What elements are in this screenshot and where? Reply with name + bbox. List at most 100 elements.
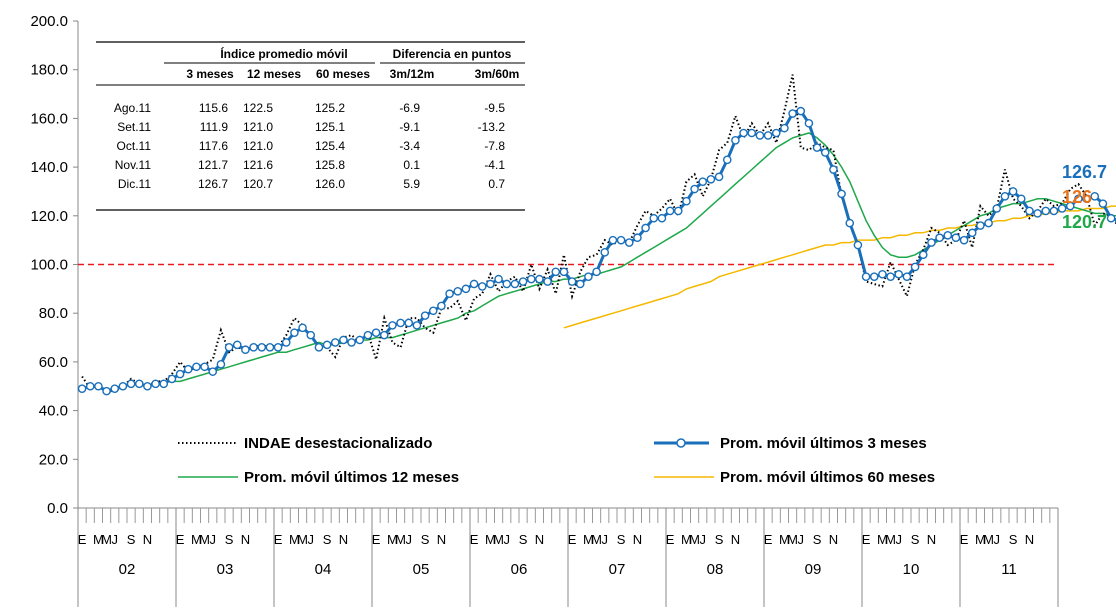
ma3-point — [94, 381, 103, 391]
ma3-point — [175, 369, 185, 379]
table-col-header: 3 meses — [186, 67, 234, 81]
ma3-point — [535, 274, 544, 284]
legend-label: Prom. móvil últimos 60 meses — [720, 469, 935, 486]
ma3-point — [232, 340, 242, 350]
ma3-point — [494, 274, 503, 284]
ma3-point — [281, 338, 291, 347]
table-cell: 125.2 — [315, 101, 345, 115]
table-cell: 5.9 — [403, 177, 420, 191]
x-month-label: M — [493, 532, 504, 547]
x-month-label: J — [994, 532, 1001, 547]
table-cell: 126.7 — [198, 177, 228, 191]
x-month-label: E — [274, 532, 283, 547]
x-month-label: J — [308, 532, 315, 547]
y-tick-label: 40.0 — [39, 403, 68, 420]
ma3-point — [584, 272, 593, 281]
ma3-point — [812, 143, 822, 152]
legend-label: Prom. móvil últimos 3 meses — [720, 435, 927, 452]
ma3-point — [265, 342, 275, 352]
ma3-point — [894, 269, 904, 279]
ma3-point — [477, 282, 487, 291]
table-cell: 111.9 — [200, 120, 229, 134]
ma3-point — [396, 318, 405, 328]
ma3-point — [943, 230, 953, 240]
ma3-point — [853, 240, 863, 250]
x-month-label: S — [715, 532, 724, 547]
ma3-point — [1033, 209, 1042, 218]
ma3-point — [739, 128, 748, 138]
ma3-point — [731, 136, 740, 145]
ma3-point — [747, 128, 757, 138]
ma3-point — [486, 279, 495, 289]
table-cell: 117.6 — [199, 139, 228, 153]
x-month-label: E — [372, 532, 381, 547]
table-col-header: 60 meses — [316, 67, 370, 81]
ma3-point — [77, 384, 87, 393]
ma3-point — [1098, 199, 1108, 208]
table-cell: 122.5 — [243, 101, 273, 115]
ma3-point — [208, 367, 218, 376]
series-line-ma60 — [563, 205, 1116, 329]
ma3-point — [780, 123, 789, 133]
ma3-point — [469, 279, 479, 289]
table-cell: 125.1 — [315, 120, 345, 134]
ma3-point — [371, 328, 381, 337]
ma3-point — [763, 131, 773, 140]
ma3-point — [102, 386, 111, 396]
x-month-label: M — [983, 532, 994, 547]
ma3-point — [600, 248, 610, 257]
x-month-label: E — [176, 532, 185, 547]
x-month-label: E — [470, 532, 479, 547]
x-month-label: M — [297, 532, 308, 547]
ma3-point — [192, 362, 201, 372]
ma3-point — [902, 272, 912, 281]
ma3-point — [959, 235, 969, 245]
ma3-point — [829, 165, 838, 174]
ma3-point — [649, 213, 659, 223]
ma3-point — [1090, 192, 1100, 201]
ma3-point — [1008, 187, 1018, 196]
table-cell: 126.0 — [315, 177, 345, 191]
ma3-point — [673, 206, 683, 216]
ma3-point — [951, 233, 961, 243]
legend-label: INDAE desestacionalizado — [244, 435, 432, 452]
x-month-label: S — [617, 532, 626, 547]
x-month-label: M — [591, 532, 602, 547]
ma3-point — [1065, 201, 1075, 211]
ma3-point — [551, 267, 561, 277]
x-month-label: E — [862, 532, 871, 547]
ma3-point — [1049, 206, 1059, 216]
x-month-label: M — [387, 532, 398, 547]
ma3-point — [330, 338, 340, 347]
ma3-point — [804, 118, 814, 128]
y-tick-label: 180.0 — [30, 62, 68, 79]
x-month-label: M — [689, 532, 700, 547]
x-year-label: 11 — [1001, 561, 1017, 578]
table-cell: 121.7 — [198, 158, 228, 172]
ma3-point — [722, 155, 732, 165]
y-tick-label: 140.0 — [30, 159, 68, 176]
ma3-point — [118, 381, 128, 391]
x-month-label: S — [127, 532, 136, 547]
ma3-point — [1000, 192, 1010, 201]
ma3-point — [788, 109, 797, 118]
ma3-point — [665, 206, 675, 216]
end-value-label: 126 — [1062, 187, 1092, 207]
ma3-point — [1025, 206, 1034, 216]
table-cell: 115.6 — [199, 101, 228, 115]
ma3-point — [420, 311, 430, 320]
ma3-point — [633, 233, 642, 243]
legend-label: Prom. móvil últimos 12 meses — [244, 469, 459, 486]
table-cell: 120.7 — [243, 177, 273, 191]
table-cell: 121.0 — [243, 120, 273, 134]
x-month-label: N — [143, 532, 152, 547]
ma3-point — [518, 277, 528, 286]
ma3-point — [1057, 204, 1067, 213]
x-month-label: E — [764, 532, 773, 547]
ma3-point — [878, 269, 887, 279]
ma3-point — [249, 342, 258, 352]
ma3-point — [510, 279, 520, 289]
ma3-point — [445, 289, 454, 299]
x-month-label: N — [633, 532, 642, 547]
x-year-label: 09 — [805, 561, 822, 578]
